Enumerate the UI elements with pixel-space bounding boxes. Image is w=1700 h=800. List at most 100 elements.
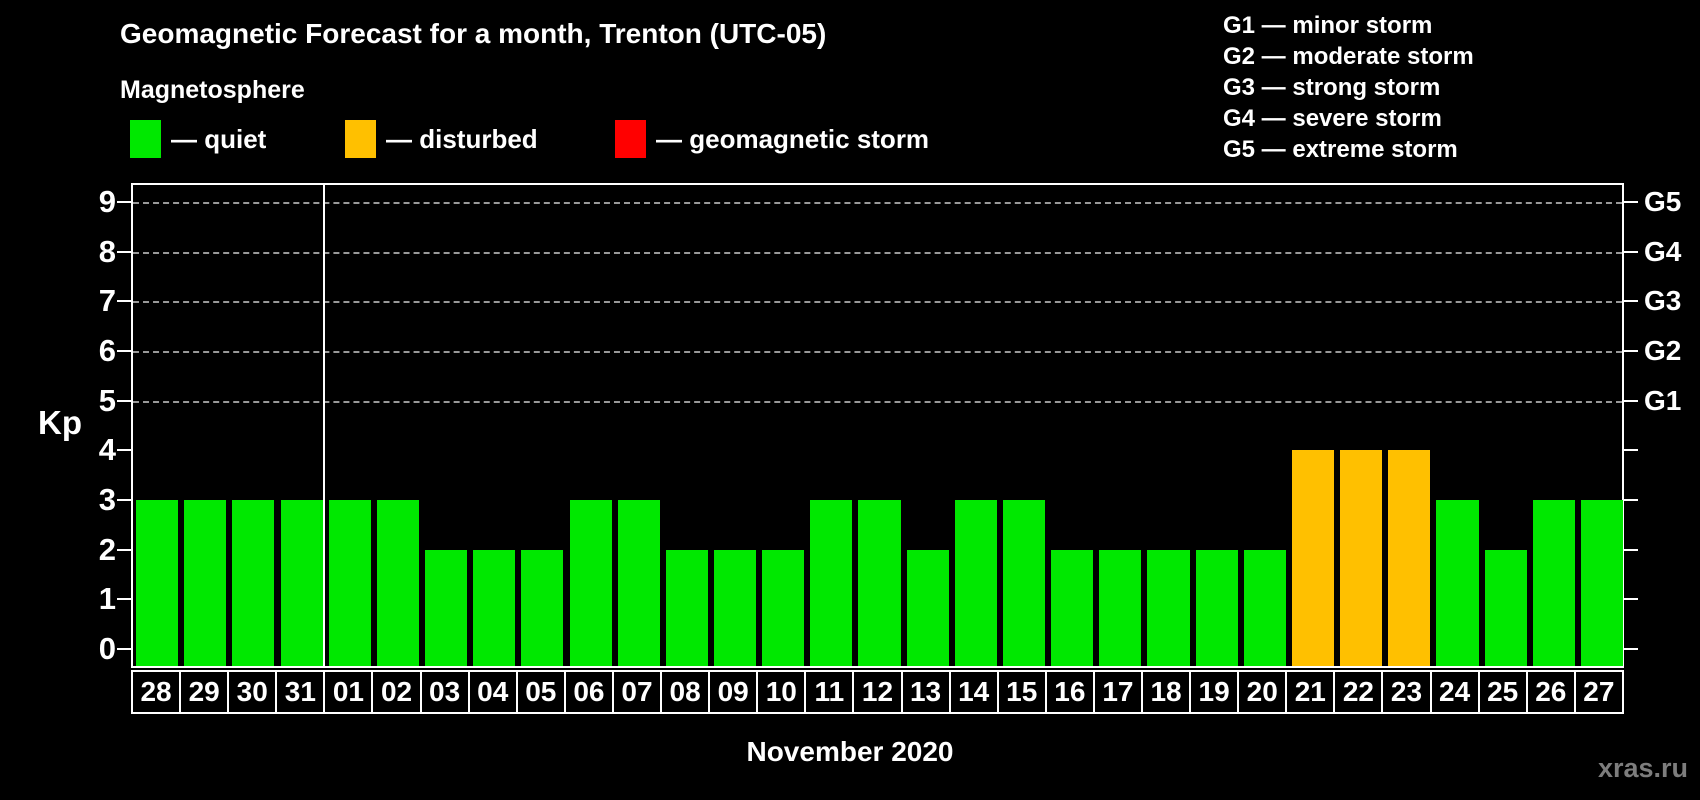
y-axis-tick-label: 0 [98, 631, 116, 666]
kp-bar [521, 549, 564, 666]
gridline [133, 400, 1622, 403]
legend-label-storm: — geomagnetic storm [656, 124, 930, 154]
kp-bar [1580, 500, 1623, 666]
g-legend-item: G3 — strong storm [1223, 74, 1441, 101]
kp-bar [232, 500, 275, 666]
legend-item-disturbed: — disturbed [345, 120, 585, 160]
y-axis-tick-label: 8 [98, 233, 116, 269]
kp-bar [376, 500, 419, 666]
y-axis-tick-left [117, 250, 131, 253]
y-axis-tick-left [117, 548, 131, 551]
x-axis-title: November 2020 [746, 736, 954, 767]
kp-bar [184, 500, 227, 666]
y-axis-tick-right [1624, 201, 1638, 204]
kp-bar [713, 549, 757, 666]
y-axis-tick-right [1624, 300, 1638, 303]
day-label-box: 26 [1525, 670, 1576, 714]
legend-item-storm: — geomagnetic storm [615, 120, 945, 160]
y-axis-tick-label: 2 [98, 531, 116, 567]
day-label-box: 02 [371, 670, 422, 714]
gridline [133, 202, 1622, 205]
quiet-color-swatch [130, 120, 161, 158]
y-axis-tick-left [117, 399, 131, 402]
day-label-box: 11 [804, 670, 855, 714]
y-axis-tick-label: 7 [98, 283, 116, 319]
kp-bar [1147, 549, 1190, 666]
g-legend-item: G2 — moderate storm [1223, 43, 1474, 70]
x-axis-day-labels: 28 29 30 31 01 02 03 04 05 06 07 08 09 10 11 12 13 14 15 16… [131, 670, 1624, 714]
kp-bar [1484, 549, 1527, 666]
month-boundary-line [322, 185, 325, 666]
day-label-box: 16 [1044, 670, 1095, 714]
day-label-box: 23 [1381, 670, 1432, 714]
y-axis-tick-label: 6 [98, 333, 116, 369]
kp-bar [954, 500, 997, 666]
y-axis-tick-left [117, 598, 131, 601]
y-axis-tick-right [1624, 250, 1638, 253]
day-label-box: 31 [275, 670, 326, 714]
plot-area [131, 183, 1624, 668]
y-axis-title: Kp [38, 404, 82, 441]
g-axis-label: G3 [1644, 285, 1682, 317]
y-axis-tick-label: 9 [98, 184, 116, 220]
kp-bar [665, 549, 708, 666]
y-axis-tick-right [1624, 598, 1638, 601]
y-axis-tick-right [1624, 449, 1638, 452]
g-axis-label: G1 [1644, 384, 1682, 416]
day-label-box: 01 [323, 670, 374, 714]
y-axis-tick-left [117, 350, 131, 353]
storm-color-swatch [615, 120, 646, 158]
day-label-box: 07 [611, 670, 663, 714]
kp-bar [1388, 450, 1431, 666]
kp-bar [328, 500, 371, 666]
g-axis-label: G5 [1644, 186, 1682, 218]
kp-bar [617, 500, 660, 666]
magnetosphere-subtitle: Magnetosphere [120, 76, 305, 104]
y-axis-tick-left [117, 648, 131, 650]
kp-bar [1291, 450, 1335, 666]
y-axis-tick-left [117, 449, 131, 452]
day-label-box: 09 [708, 670, 759, 714]
kp-bar [858, 500, 901, 666]
legend-item-quiet: — quiet [130, 120, 340, 160]
gridline [133, 301, 1622, 304]
legend-label-disturbed: — disturbed [386, 124, 538, 154]
day-label-box: 24 [1429, 670, 1480, 714]
kp-bar [1051, 549, 1094, 666]
day-label-box: 27 [1573, 670, 1624, 714]
y-axis-tick-left [117, 499, 131, 502]
chart-title: Geomagnetic Forecast for a month, Trento… [120, 18, 827, 49]
y-axis-tick-label: 1 [98, 581, 116, 617]
day-label-box: 20 [1237, 670, 1288, 714]
day-label-box: 12 [852, 670, 903, 714]
y-axis-tick-right [1624, 548, 1638, 551]
g-legend-item: G4 — severe storm [1223, 105, 1442, 132]
kp-bar [1099, 549, 1142, 666]
kp-bar [1340, 450, 1383, 666]
g-axis-label: G2 [1644, 335, 1682, 367]
day-label-box: 30 [227, 670, 278, 714]
day-label-box: 21 [1285, 670, 1336, 714]
y-axis-tick-right [1624, 350, 1638, 353]
day-label-box: 14 [948, 670, 999, 714]
kp-bar [1243, 549, 1286, 666]
kp-bar [810, 500, 853, 666]
disturbed-color-swatch [345, 120, 376, 158]
y-axis-tick-label: 3 [98, 482, 116, 518]
gridline [133, 351, 1622, 353]
g-legend-item: G1 — minor storm [1223, 12, 1433, 39]
day-label-box: 25 [1477, 670, 1528, 714]
day-label-box: 28 [131, 670, 182, 714]
day-label-box: 15 [996, 670, 1047, 714]
kp-bar [1002, 500, 1046, 666]
watermark: xras.ru [1597, 753, 1688, 783]
day-label-box: 13 [900, 670, 951, 714]
day-label-box: 29 [179, 670, 230, 714]
gridline [133, 251, 1622, 254]
day-label-box: 08 [660, 670, 711, 714]
y-axis-tick-label: 5 [98, 382, 116, 418]
kp-bar [569, 500, 612, 666]
g-scale-legend: G1 — minor storm G2 — moderate storm G3 — … [1223, 10, 1474, 165]
g-legend-item: G5 — extreme storm [1223, 136, 1458, 163]
